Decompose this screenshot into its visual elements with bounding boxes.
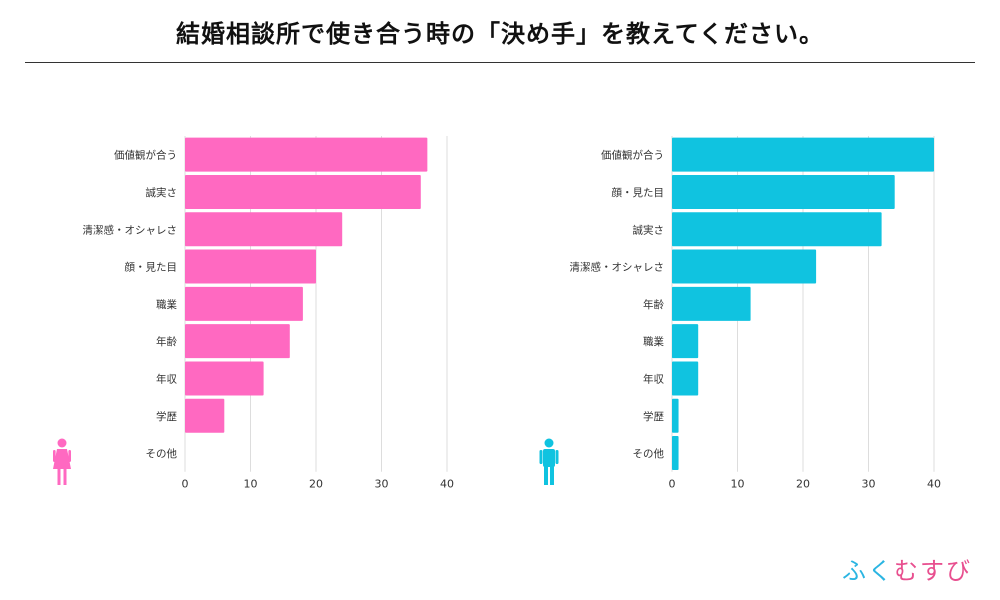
bar (185, 361, 264, 396)
male-chart: 0 10 20 30 40 価値観が合う顔・見た目誠実さ清潔感・オシャレさ年齢職業年収学歴… (539, 136, 941, 491)
logo-char: す (920, 557, 946, 585)
category-label: 年収 (643, 372, 664, 385)
bar (672, 436, 679, 471)
icon-leg (63, 468, 67, 485)
bar (672, 361, 699, 396)
brand-logo: ふくむすび (842, 551, 972, 586)
icon-leg (544, 466, 548, 485)
category-label: その他 (633, 447, 665, 460)
icon-leg (550, 466, 554, 485)
category-label: その他 (146, 447, 178, 460)
bar (185, 174, 421, 209)
title-divider (25, 62, 975, 63)
x-tick-label: 0 (182, 478, 189, 491)
category-label: 顔・見た目 (612, 186, 665, 199)
x-tick-label: 0 (669, 478, 676, 491)
category-label: 年齢 (156, 335, 177, 348)
bar (672, 398, 679, 433)
x-tick-label: 10 (244, 478, 258, 491)
category-label: 清潔感・オシャレさ (83, 223, 178, 236)
page-title: 結婚相談所で使き合う時の「決め手」を教えてください。 (175, 20, 825, 48)
icon-arm (68, 450, 71, 462)
bar (185, 286, 303, 321)
icon-arm (53, 450, 56, 462)
bar (185, 398, 225, 433)
icon-head (57, 438, 67, 448)
category-label: 職業 (643, 335, 664, 348)
bar (672, 174, 895, 209)
x-tick-label: 40 (440, 478, 454, 491)
category-label: 年収 (156, 372, 177, 385)
logo-char: び (946, 557, 972, 585)
icon-arm (539, 450, 543, 464)
bar (185, 249, 316, 284)
x-tick-label: 20 (796, 478, 810, 491)
female-chart: 0 10 20 30 40 価値観が合う誠実さ清潔感・オシャレさ顔・見た目職業年齢年収学歴… (53, 136, 454, 491)
x-tick-label: 30 (375, 478, 389, 491)
category-label: 年齢 (643, 298, 664, 311)
icon-leg (57, 468, 61, 485)
logo-char: く (868, 557, 894, 585)
category-label: 誠実さ (146, 186, 178, 199)
bar (672, 286, 751, 321)
logo-char: ふ (842, 557, 868, 585)
icon-head (544, 438, 554, 448)
category-label: 価値観が合う (601, 149, 664, 162)
category-label: 誠実さ (633, 223, 665, 236)
category-label: 顔・見た目 (125, 261, 178, 274)
x-tick-label: 10 (731, 478, 745, 491)
bar (672, 249, 817, 284)
logo-char: む (894, 557, 920, 585)
icon-arm (555, 450, 559, 464)
bar (672, 324, 699, 359)
bar (185, 324, 290, 359)
female-icon (53, 438, 71, 485)
icon-body (543, 449, 555, 467)
x-tick-label: 20 (309, 478, 323, 491)
category-label: 学歴 (643, 410, 664, 423)
category-label: 清潔感・オシャレさ (570, 261, 665, 274)
bar (672, 212, 882, 247)
male-icon (539, 438, 559, 485)
x-tick-label: 40 (927, 478, 941, 491)
category-label: 職業 (156, 298, 177, 311)
category-label: 価値観が合う (114, 149, 177, 162)
category-label: 学歴 (156, 410, 177, 423)
bar (185, 212, 343, 247)
bar (185, 137, 428, 172)
icon-dress (53, 449, 71, 469)
bar (672, 137, 934, 172)
x-tick-label: 30 (862, 478, 876, 491)
